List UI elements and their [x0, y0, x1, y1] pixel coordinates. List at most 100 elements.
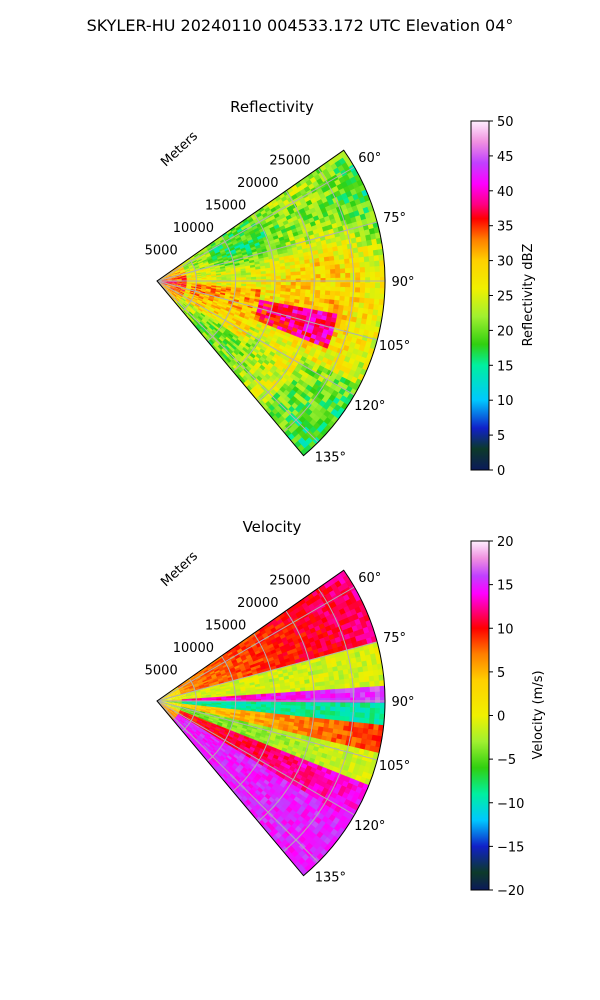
- data-cell: [231, 726, 238, 731]
- colorbar-tick-label: 40: [497, 185, 514, 200]
- data-cell: [170, 706, 177, 709]
- data-cell: [315, 690, 322, 696]
- data-cell: [295, 285, 302, 290]
- data-cell: [319, 681, 326, 687]
- data-cell: [240, 225, 248, 231]
- data-cell: [168, 710, 173, 715]
- data-cell: [166, 284, 172, 287]
- data-cell: [245, 222, 252, 229]
- data-cell: [181, 693, 187, 696]
- data-cell: [161, 699, 168, 701]
- data-cell: [213, 335, 220, 341]
- data-cell: [185, 692, 192, 695]
- data-cell: [207, 760, 214, 767]
- data-cell: [280, 701, 287, 706]
- data-cell: [363, 303, 370, 311]
- data-cell: [171, 284, 177, 286]
- data-cell: [183, 712, 190, 716]
- data-cell: [226, 746, 233, 753]
- data-cell: [204, 714, 210, 718]
- data-cell: [214, 737, 221, 743]
- data-cell: [179, 720, 185, 725]
- data-cell: [325, 689, 331, 695]
- data-cell: [268, 319, 275, 325]
- data-cell: [349, 262, 356, 270]
- data-cell: [265, 276, 272, 280]
- data-cell: [241, 251, 248, 256]
- data-cell: [205, 303, 212, 308]
- data-cell: [181, 273, 187, 276]
- data-cell: [328, 671, 335, 678]
- data-cell: [230, 728, 237, 733]
- data-cell: [240, 729, 247, 735]
- data-cell: [186, 274, 192, 277]
- data-cell: [208, 745, 215, 751]
- data-cell: [265, 270, 272, 275]
- data-cell: [183, 265, 190, 269]
- data-cell: [244, 231, 251, 238]
- data-cell: [314, 261, 321, 268]
- data-cell: [348, 257, 356, 265]
- data-cell: [170, 272, 176, 276]
- data-cell: [275, 281, 282, 286]
- data-cell: [171, 279, 178, 281]
- data-cell: [223, 654, 230, 660]
- data-cell: [240, 272, 247, 276]
- data-cell: [295, 288, 302, 294]
- data-cell: [247, 238, 255, 244]
- data-cell: [314, 265, 321, 272]
- data-cell: [166, 701, 173, 703]
- data-cell: [222, 677, 229, 682]
- data-cell: [229, 751, 236, 757]
- data-cell: [170, 715, 175, 721]
- data-cell: [161, 703, 167, 706]
- data-cell: [230, 758, 237, 764]
- data-cell: [354, 292, 361, 299]
- data-cell: [198, 263, 205, 267]
- data-cell: [217, 677, 224, 682]
- data-cell: [164, 286, 170, 291]
- data-cell: [313, 673, 320, 680]
- data-cell: [256, 309, 263, 315]
- data-cell: [201, 310, 208, 316]
- data-cell: [198, 715, 205, 719]
- data-cell: [236, 658, 244, 664]
- data-cell: [246, 739, 254, 745]
- data-cell: [222, 324, 229, 330]
- data-cell: [348, 253, 355, 260]
- data-cell: [235, 330, 242, 336]
- range-ring: [207, 235, 237, 342]
- data-cell: [194, 673, 200, 678]
- data-cell: [201, 753, 207, 759]
- data-cell: [229, 666, 236, 672]
- data-cell: [215, 290, 222, 294]
- azimuth-gridline: [156, 280, 319, 443]
- data-cell: [192, 260, 199, 265]
- data-cell: [175, 286, 182, 289]
- data-cell: [228, 743, 235, 749]
- data-cell: [198, 726, 204, 732]
- data-cell: [252, 319, 259, 325]
- data-cell: [160, 284, 166, 288]
- data-cell: [200, 287, 207, 291]
- data-cell: [218, 329, 225, 335]
- data-cell: [241, 727, 248, 733]
- data-cell: [216, 304, 223, 309]
- data-cell: [335, 273, 341, 279]
- data-cell: [267, 742, 274, 748]
- data-cell: [201, 311, 207, 317]
- data-cell: [166, 704, 172, 708]
- data-cell: [319, 265, 326, 271]
- data-cell: [192, 681, 199, 686]
- data-cell: [192, 740, 198, 747]
- data-cell: [246, 703, 252, 707]
- data-cell: [171, 283, 178, 286]
- data-cell: [253, 227, 260, 233]
- data-cell: [329, 295, 336, 301]
- data-cell: [198, 329, 204, 335]
- data-cell: [224, 683, 231, 687]
- data-cell: [241, 274, 247, 278]
- data-cell: [258, 240, 266, 246]
- data-cell: [253, 328, 261, 335]
- data-cell: [181, 261, 187, 266]
